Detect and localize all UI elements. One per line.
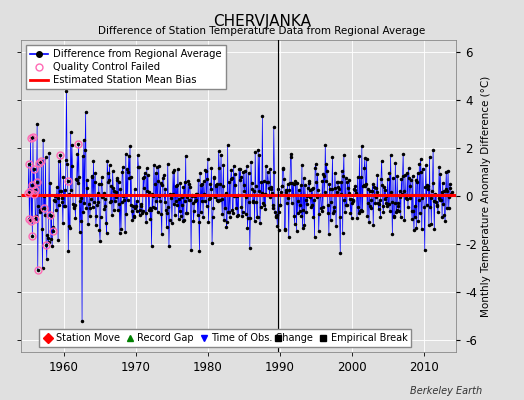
Text: Berkeley Earth: Berkeley Earth: [410, 386, 482, 396]
Text: CHERVJANKA: CHERVJANKA: [213, 14, 311, 29]
Text: Difference of Station Temperature Data from Regional Average: Difference of Station Temperature Data f…: [99, 26, 425, 36]
Legend: Station Move, Record Gap, Time of Obs. Change, Empirical Break: Station Move, Record Gap, Time of Obs. C…: [39, 329, 411, 347]
Y-axis label: Monthly Temperature Anomaly Difference (°C): Monthly Temperature Anomaly Difference (…: [481, 75, 491, 317]
